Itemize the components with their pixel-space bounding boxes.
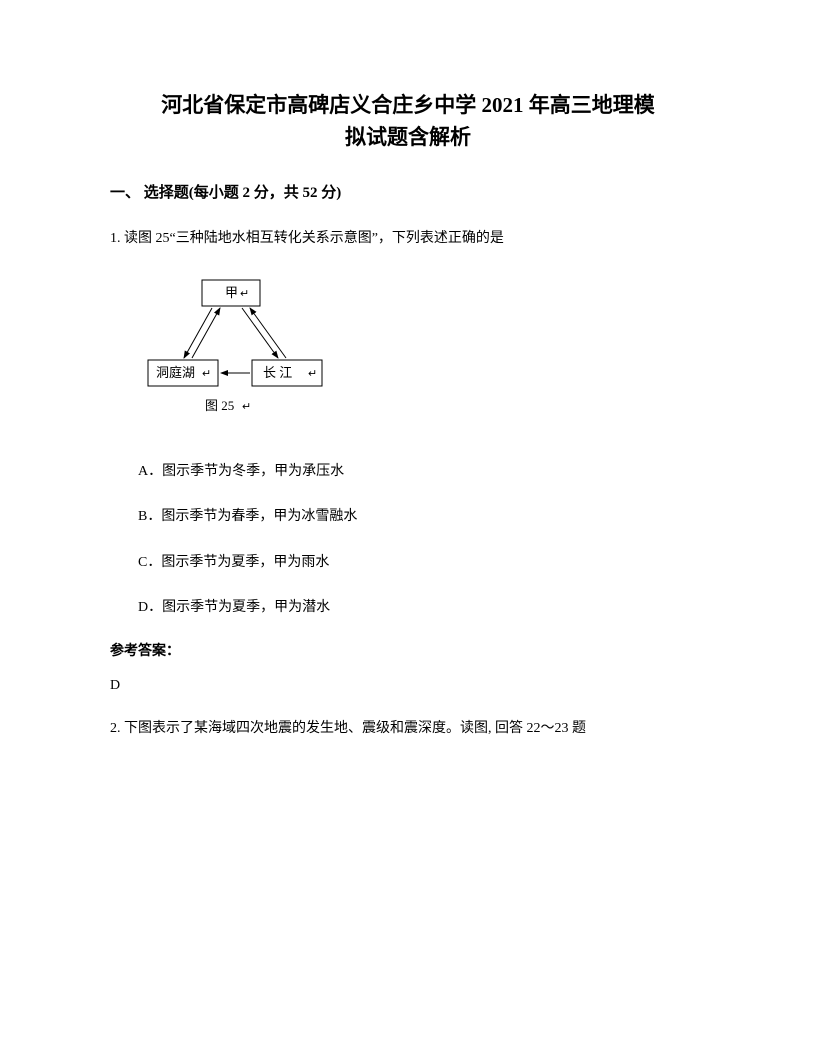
diagram-caption: 图 25 bbox=[205, 398, 234, 413]
label-changjiang: 长 江 bbox=[263, 365, 292, 380]
q1-option-a: A．图示季节为冬季，甲为承压水 bbox=[138, 459, 706, 484]
q1-option-d: D．图示季节为夏季，甲为潜水 bbox=[138, 595, 706, 620]
label-dongting-arrow: ↵ bbox=[202, 368, 211, 380]
diagram-figure-25: 甲 ↵ 洞庭湖 ↵ 长 江 ↵ 图 25 ↵ bbox=[130, 275, 706, 435]
label-jia: 甲 bbox=[225, 285, 238, 300]
arrow-jia-to-dongting bbox=[184, 308, 212, 358]
label-jia-arrow: ↵ bbox=[240, 288, 249, 300]
question1-text: 1. 读图 25“三种陆地水相互转化关系示意图”，下列表述正确的是 bbox=[110, 226, 706, 251]
arrow-dongting-to-jia bbox=[192, 308, 220, 358]
answer-value: D bbox=[110, 678, 706, 694]
question2-text: 2. 下图表示了某海域四次地震的发生地、震级和震深度。读图, 回答 22～23 … bbox=[110, 716, 706, 741]
diagram-svg: 甲 ↵ 洞庭湖 ↵ 长 江 ↵ 图 25 ↵ bbox=[130, 275, 340, 435]
section-header: 一、 选择题(每小题 2 分，共 52 分) bbox=[110, 181, 706, 202]
title-line2: 拟试题含解析 bbox=[345, 125, 471, 149]
diagram-caption-arrow: ↵ bbox=[242, 401, 251, 413]
arrow-jia-to-changjiang bbox=[242, 308, 278, 358]
answer-label: 参考答案： bbox=[110, 640, 706, 660]
label-changjiang-arrow: ↵ bbox=[308, 368, 317, 380]
title-line1: 河北省保定市高碑店义合庄乡中学 2021 年高三地理模 bbox=[161, 93, 655, 117]
q1-option-c: C．图示季节为夏季，甲为雨水 bbox=[138, 550, 706, 575]
arrow-changjiang-to-jia bbox=[250, 308, 286, 358]
q1-option-b: B．图示季节为春季，甲为冰雪融水 bbox=[138, 504, 706, 529]
document-title: 河北省保定市高碑店义合庄乡中学 2021 年高三地理模 拟试题含解析 bbox=[110, 90, 706, 153]
label-dongting: 洞庭湖 bbox=[156, 365, 195, 380]
